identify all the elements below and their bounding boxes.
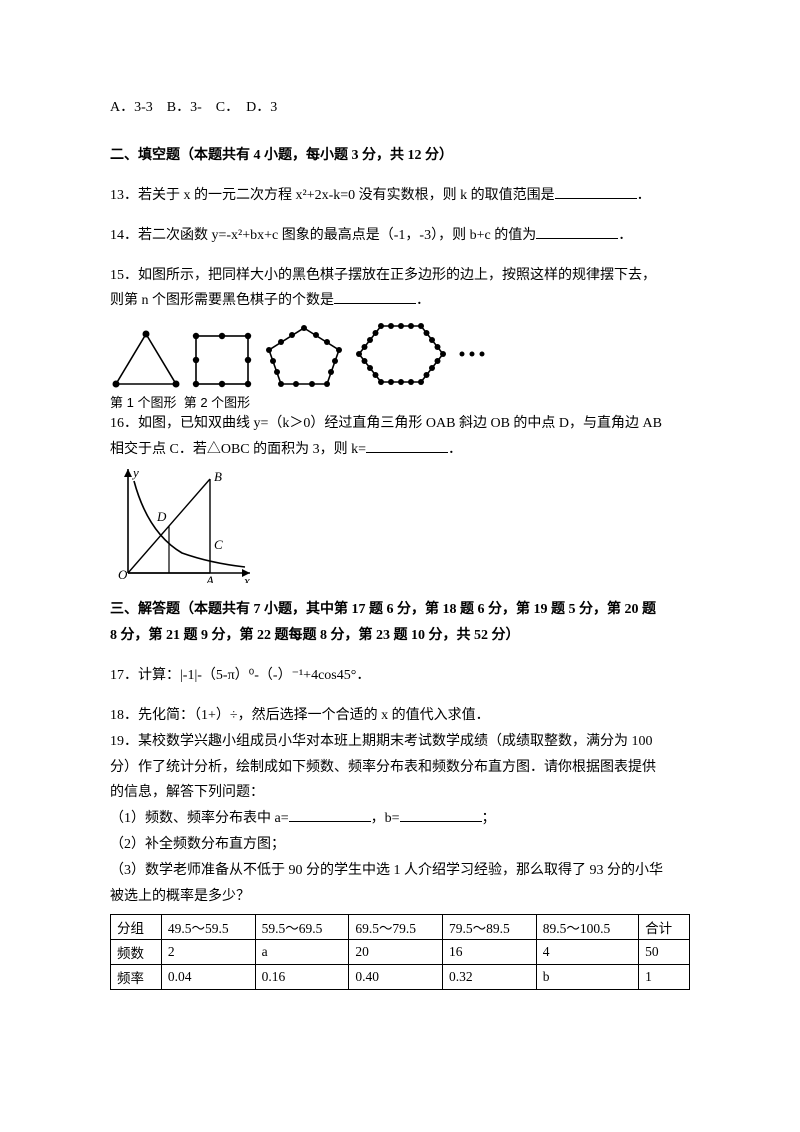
td: 16 <box>443 939 537 964</box>
q15-text2: 则第 n 个图形需要黑色棋子的个数是 <box>110 293 334 308</box>
q15-line2: 则第 n 个图形需要黑色棋子的个数是． <box>110 288 690 314</box>
label-A: A <box>205 573 214 583</box>
td: 2 <box>161 939 255 964</box>
cap1: 第 1 个图形 <box>110 395 176 410</box>
q19-blank-a <box>289 807 371 822</box>
q19g: 被选上的概率是多少？ <box>110 884 690 910</box>
th: 79.5～89.5 <box>443 914 537 939</box>
td: 1 <box>639 964 690 989</box>
q16-graph: O y x A B C D <box>110 463 690 583</box>
q19a: 19．某校数学兴趣小组成员小华对本班上期期末考试数学成绩（成绩取整数，满分为 1… <box>110 729 690 755</box>
q19d-1: （1）频数、频率分布表中 a= <box>110 811 289 826</box>
td: 50 <box>639 939 690 964</box>
fig-triangle <box>110 328 182 390</box>
td: a <box>255 939 349 964</box>
q15-figures <box>110 318 690 390</box>
q13: 13．若关于 x 的一元二次方程 x²+2x-k=0 没有实数根，则 k 的取值… <box>110 183 690 209</box>
q13-text: 13．若关于 x 的一元二次方程 x²+2x-k=0 没有实数根，则 k 的取值… <box>110 188 555 203</box>
td: 0.40 <box>349 964 443 989</box>
th: 89.5～100.5 <box>536 914 638 939</box>
q12-options: A．3-3 B．3- C． D．3 <box>110 95 690 121</box>
label-B: B <box>214 469 222 484</box>
td: 0.04 <box>161 964 255 989</box>
table-row: 频数 2 a 20 16 4 50 <box>111 939 690 964</box>
label-C: C <box>214 537 223 552</box>
td: 频率 <box>111 964 162 989</box>
th: 59.5～69.5 <box>255 914 349 939</box>
table-row: 分组 49.5～59.5 59.5～69.5 69.5～79.5 79.5～89… <box>111 914 690 939</box>
td: 0.16 <box>255 964 349 989</box>
td: 4 <box>536 939 638 964</box>
q19d-2: ，b= <box>371 811 400 826</box>
cap2: 第 2 个图形 <box>184 395 250 410</box>
td: 频数 <box>111 939 162 964</box>
q19-blank-b <box>400 807 482 822</box>
q18: 18．先化简：（1+）÷，然后选择一个合适的 x 的值代入求值． <box>110 703 690 729</box>
q15-caption: 第 1 个图形 第 2 个图形 <box>110 392 690 411</box>
q15-line1: 15．如图所示，把同样大小的黑色棋子摆放在正多边形的边上，按照这样的规律摆下去， <box>110 263 690 289</box>
q16-line1: 16．如图，已知双曲线 y=（k＞0）经过直角三角形 OAB 斜边 OB 的中点… <box>110 411 690 437</box>
q16-line2: 相交于点 C．若△OBC 的面积为 3，则 k=． <box>110 437 690 463</box>
label-O: O <box>118 567 128 582</box>
q16-text2: 相交于点 C．若△OBC 的面积为 3，则 k= <box>110 442 366 457</box>
section2-title: 二、填空题（本题共有 4 小题，每小题 3 分，共 12 分） <box>110 143 690 169</box>
fig-ellipsis <box>454 318 494 390</box>
th: 69.5～79.5 <box>349 914 443 939</box>
fig-hexagon <box>351 318 451 390</box>
q17: 17．计算：|-1|-（5-π）⁰-（-）⁻¹+4cos45°． <box>110 663 690 689</box>
th: 合计 <box>639 914 690 939</box>
label-D: D <box>156 509 167 524</box>
fig-pentagon <box>261 322 347 390</box>
q13-blank <box>555 184 637 199</box>
th: 分组 <box>111 914 162 939</box>
q19e: （2）补全频数分布直方图； <box>110 832 690 858</box>
q15-blank <box>334 289 416 304</box>
q14-text: 14．若二次函数 y=-x²+bx+c 图象的最高点是（-1，-3），则 b+c… <box>110 228 536 243</box>
q19b: 分）作了统计分析，绘制成如下频数、频率分布表和频数分布直方图．请你根据图表提供 <box>110 755 690 781</box>
q19f: （3）数学老师准备从不低于 90 分的学生中选 1 人介绍学习经验，那么取得了 … <box>110 858 690 884</box>
q14-blank <box>536 224 618 239</box>
label-x: x <box>243 573 250 583</box>
td: 20 <box>349 939 443 964</box>
section3-title1: 三、解答题（本题共有 7 小题，其中第 17 题 6 分，第 18 题 6 分，… <box>110 597 690 623</box>
td: b <box>536 964 638 989</box>
freq-table: 分组 49.5～59.5 59.5～69.5 69.5～79.5 79.5～89… <box>110 914 690 990</box>
td: 0.32 <box>443 964 537 989</box>
table-row: 频率 0.04 0.16 0.40 0.32 b 1 <box>111 964 690 989</box>
th: 49.5～59.5 <box>161 914 255 939</box>
q19d-3: ； <box>482 811 496 826</box>
section3-title2: 8 分，第 21 题 9 分，第 22 题每题 8 分，第 23 题 10 分，… <box>110 623 690 649</box>
q16-blank <box>366 438 448 453</box>
fig-square <box>186 328 258 390</box>
q14: 14．若二次函数 y=-x²+bx+c 图象的最高点是（-1，-3），则 b+c… <box>110 223 690 249</box>
label-y: y <box>131 465 139 480</box>
q19c: 的信息，解答下列问题： <box>110 780 690 806</box>
q19d: （1）频数、频率分布表中 a= ，b= ； <box>110 806 690 832</box>
